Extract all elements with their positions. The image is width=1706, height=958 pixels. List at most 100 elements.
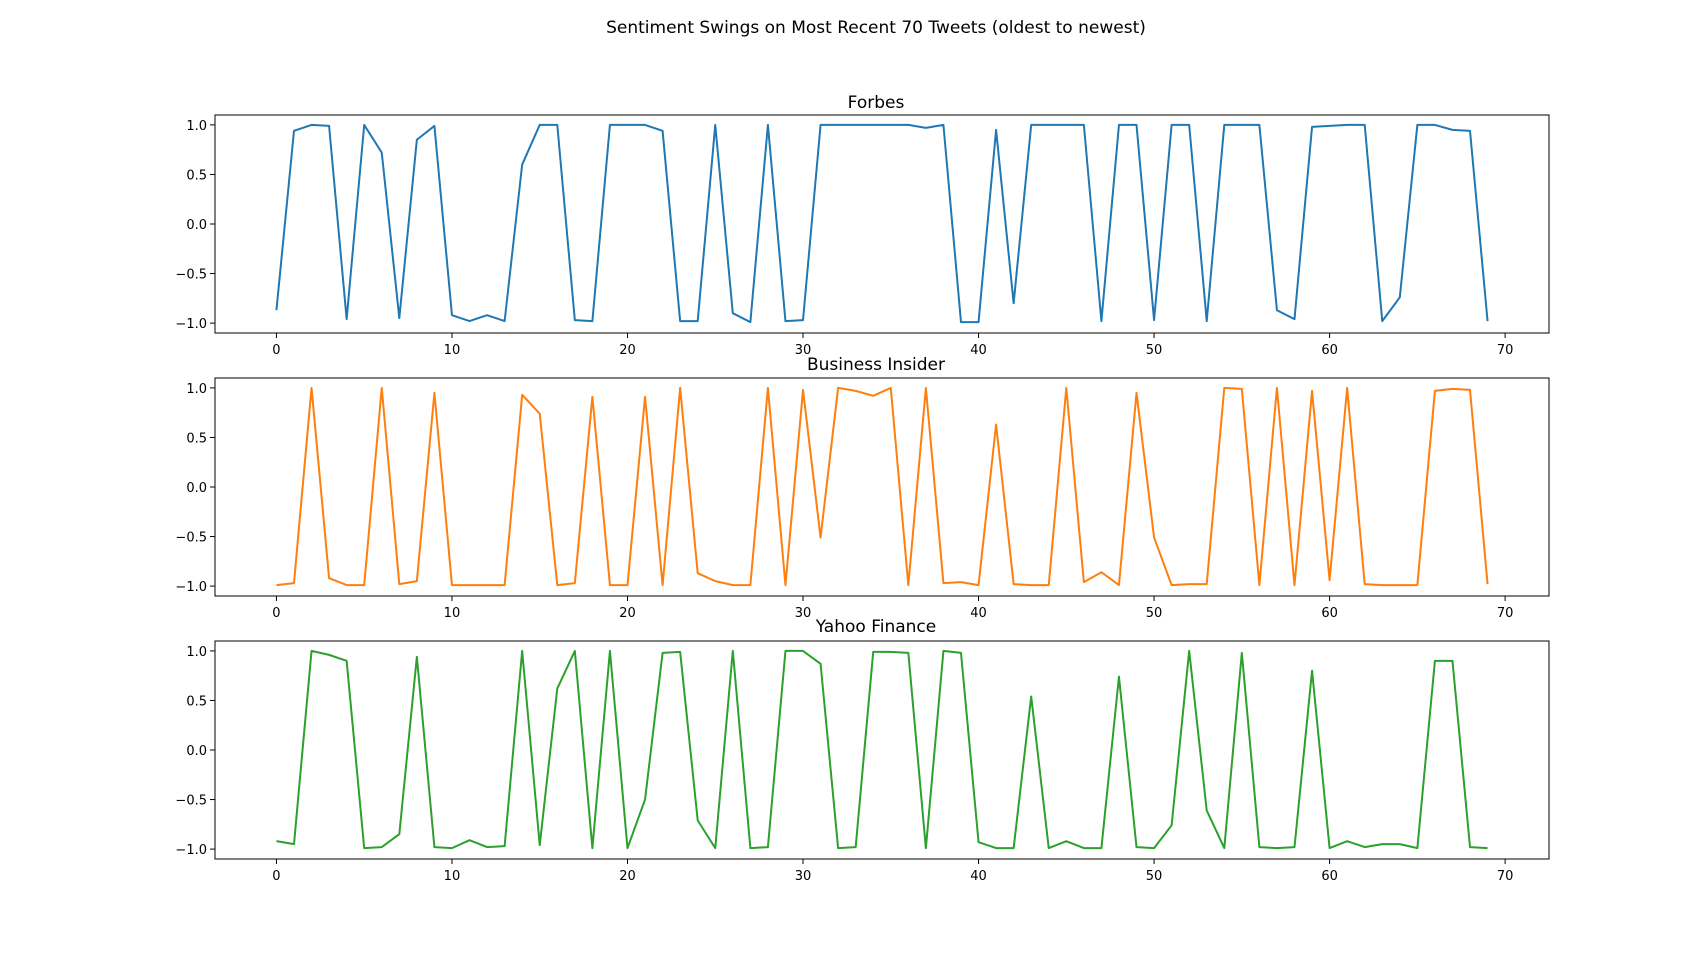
data-point xyxy=(1048,124,1050,126)
data-point xyxy=(697,320,699,322)
data-point xyxy=(275,840,277,842)
data-point xyxy=(1364,583,1366,585)
data-point xyxy=(521,394,523,396)
subplot-business-insider: Business Insider 0 10 20 30 40 50 60 70 −1.0 −0.5… xyxy=(175,355,1550,621)
data-point xyxy=(1241,388,1243,390)
data-point xyxy=(556,688,558,690)
data-point xyxy=(311,124,313,126)
data-point xyxy=(837,124,839,126)
data-point xyxy=(907,124,909,126)
data-point xyxy=(1013,302,1015,304)
data-point xyxy=(1065,124,1067,126)
data-point xyxy=(1206,809,1208,811)
data-point xyxy=(504,584,506,586)
data-point xyxy=(381,846,383,848)
data-point xyxy=(398,317,400,319)
data-point xyxy=(626,847,628,849)
data-point xyxy=(1083,581,1085,583)
x-tick-label: 0 xyxy=(272,869,280,884)
data-point xyxy=(1487,320,1489,322)
y-tick-label: 0.0 xyxy=(186,744,207,759)
x-tick-label: 40 xyxy=(970,869,987,884)
x-tick-label: 70 xyxy=(1497,606,1514,621)
data-point xyxy=(837,387,839,389)
y-tick-label: 0.5 xyxy=(186,168,207,183)
data-point xyxy=(311,650,313,652)
data-point xyxy=(416,139,418,141)
data-point xyxy=(644,124,646,126)
x-tick-label: 40 xyxy=(970,606,987,621)
data-point xyxy=(960,321,962,323)
data-point xyxy=(820,537,822,539)
data-point xyxy=(1399,584,1401,586)
data-point xyxy=(556,124,558,126)
data-point xyxy=(820,663,822,665)
y-tick-label: −1.0 xyxy=(175,843,207,858)
data-point xyxy=(767,846,769,848)
x-tick-label: 30 xyxy=(795,869,812,884)
data-point xyxy=(1136,392,1138,394)
x-tick-label: 0 xyxy=(272,343,280,358)
data-point xyxy=(433,125,435,127)
data-point xyxy=(1083,847,1085,849)
data-point xyxy=(1206,320,1208,322)
data-point xyxy=(574,319,576,321)
x-tick-label: 60 xyxy=(1321,869,1338,884)
data-point xyxy=(714,847,716,849)
data-point xyxy=(872,651,874,653)
data-point xyxy=(275,584,277,586)
data-point xyxy=(802,650,804,652)
data-point xyxy=(784,584,786,586)
data-point xyxy=(1311,670,1313,672)
data-point xyxy=(1346,124,1348,126)
data-point xyxy=(521,650,523,652)
data-point xyxy=(609,584,611,586)
data-point xyxy=(1241,652,1243,654)
data-point xyxy=(1206,583,1208,585)
data-point xyxy=(907,652,909,654)
subplot-title: Yahoo Finance xyxy=(815,617,936,637)
data-point xyxy=(1013,583,1015,585)
data-point xyxy=(662,130,664,132)
data-point xyxy=(1136,846,1138,848)
data-point xyxy=(363,124,365,126)
data-point xyxy=(451,584,453,586)
data-point xyxy=(1223,847,1225,849)
data-point xyxy=(749,584,751,586)
data-point xyxy=(433,846,435,848)
data-point xyxy=(1048,584,1050,586)
x-tick-label: 20 xyxy=(619,869,636,884)
data-point xyxy=(1364,124,1366,126)
data-point xyxy=(925,127,927,129)
data-point xyxy=(978,584,980,586)
x-tick-label: 50 xyxy=(1146,343,1163,358)
data-point xyxy=(732,584,734,586)
data-point xyxy=(995,129,997,131)
data-point xyxy=(504,320,506,322)
data-point xyxy=(1346,387,1348,389)
data-point xyxy=(275,309,277,311)
data-point xyxy=(1223,124,1225,126)
data-point xyxy=(890,124,892,126)
data-point xyxy=(1399,843,1401,845)
data-point xyxy=(925,847,927,849)
data-point xyxy=(1434,660,1436,662)
figure-suptitle: Sentiment Swings on Most Recent 70 Tweet… xyxy=(606,18,1146,38)
data-point xyxy=(732,650,734,652)
x-tick-label: 70 xyxy=(1497,869,1514,884)
data-point xyxy=(820,124,822,126)
subplot-forbes: Forbes 0 10 20 30 40 50 60 70 −1.0 −0.5 0.0 0.5 1.0 xyxy=(175,93,1550,358)
data-point xyxy=(1171,584,1173,586)
data-point xyxy=(1416,584,1418,586)
data-point xyxy=(486,846,488,848)
data-point xyxy=(1381,320,1383,322)
data-point xyxy=(697,572,699,574)
data-point xyxy=(398,583,400,585)
data-point xyxy=(328,125,330,127)
data-point xyxy=(1434,390,1436,392)
data-point xyxy=(907,584,909,586)
series-line xyxy=(275,123,1489,324)
data-point xyxy=(1276,309,1278,311)
data-point xyxy=(539,413,541,415)
x-tick-label: 50 xyxy=(1146,869,1163,884)
